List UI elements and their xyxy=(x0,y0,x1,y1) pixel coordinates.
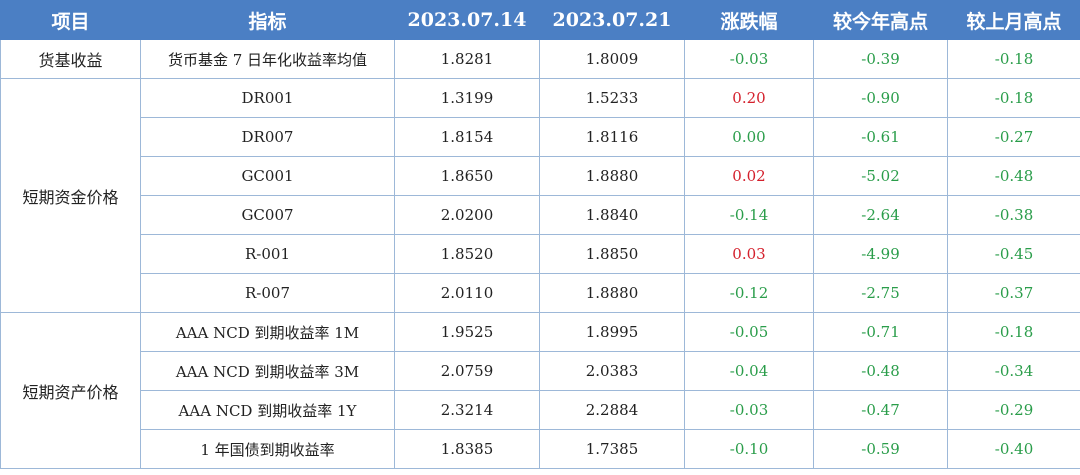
change-cell: -0.14 xyxy=(684,195,814,235)
value-date-1-cell: 1.8650 xyxy=(394,156,540,196)
table-row: DR007 1.8154 1.8116 0.00 -0.61 -0.27 xyxy=(1,117,1080,157)
table-row: 短期资金价格 DR001 1.3199 1.5233 0.20 -0.90 -0.18 xyxy=(0,78,1080,313)
table-row: 短期资产价格 AAA NCD 到期收益率 1M 1.9525 1.8995 -0.05-… xyxy=(0,312,1080,469)
value-date-2-cell: 2.2884 xyxy=(539,390,685,430)
vs-last-month-high-cell: -0.38 xyxy=(947,195,1080,235)
header-vs-last-month-high: 较上月高点 xyxy=(947,0,1080,40)
vs-last-month-high-cell: -0.37 xyxy=(947,273,1080,313)
indicator-cell: GC001 xyxy=(140,156,395,196)
value-date-2-cell: 2.0383 xyxy=(539,351,685,391)
vs-ytd-high-cell: -0.90 xyxy=(813,78,948,118)
vs-last-month-high-cell: -0.18 xyxy=(947,39,1080,79)
value-date-1-cell: 1.8520 xyxy=(394,234,540,274)
table-body: 货基收益 货币基金 7 日年化收益率均值 1.8281 1.8009 -0.03 -0.3… xyxy=(0,39,1080,469)
vs-ytd-high-cell: -2.64 xyxy=(813,195,948,235)
category-cell: 短期资产价格 xyxy=(0,312,141,469)
header-category: 项目 xyxy=(0,0,141,40)
indicator-cell: AAA NCD 到期收益率 3M xyxy=(140,351,395,391)
category-cell: 短期资金价格 xyxy=(0,78,141,313)
vs-ytd-high-cell: -4.99 xyxy=(813,234,948,274)
vs-last-month-high-cell: -0.45 xyxy=(947,234,1080,274)
table-row: 货基收益 货币基金 7 日年化收益率均值 1.8281 1.8009 -0.03 -0.3… xyxy=(0,39,1080,79)
indicator-cell: DR007 xyxy=(140,117,395,157)
header-vs-ytd-high: 较今年高点 xyxy=(813,0,948,40)
table-row: R-007 2.0110 1.8880 -0.12 -2.75 -0.37 xyxy=(1,273,1080,313)
change-cell: -0.03 xyxy=(684,390,814,430)
change-cell: -0.03 xyxy=(684,39,814,79)
vs-ytd-high-cell: -0.61 xyxy=(813,117,948,157)
header-change: 涨跌幅 xyxy=(684,0,814,40)
vs-last-month-high-cell: -0.18 xyxy=(947,78,1080,118)
value-date-1-cell: 1.3199 xyxy=(394,78,540,118)
indicator-cell: R-001 xyxy=(140,234,395,274)
value-date-2-cell: 1.8840 xyxy=(539,195,685,235)
value-date-2-cell: 1.8009 xyxy=(539,39,685,79)
indicator-cell: GC007 xyxy=(140,195,395,235)
indicator-cell: AAA NCD 到期收益率 1M xyxy=(140,312,395,352)
table-row: 1 年国债到期收益率 1.8385 1.7385 -0.10 -0.59 -0.40 xyxy=(1,429,1080,469)
table-row: GC001 1.8650 1.8880 0.02 -5.02 -0.48 xyxy=(1,156,1080,196)
change-cell: -0.04 xyxy=(684,351,814,391)
value-date-1-cell: 2.0200 xyxy=(394,195,540,235)
category-cell: 货基收益 xyxy=(0,39,141,79)
value-date-2-cell: 1.7385 xyxy=(539,429,685,469)
vs-last-month-high-cell: -0.18 xyxy=(947,312,1080,352)
vs-ytd-high-cell: -5.02 xyxy=(813,156,948,196)
value-date-1-cell: 1.8281 xyxy=(394,39,540,79)
change-cell: -0.12 xyxy=(684,273,814,313)
value-date-2-cell: 1.8116 xyxy=(539,117,685,157)
header-row: 项目 指标 2023.07.14 2023.07.21 涨跌幅 较今年高点 较上… xyxy=(0,0,1080,40)
change-cell: 0.20 xyxy=(684,78,814,118)
table-row: AAA NCD 到期收益率 3M 2.0759 2.0383 -0.04 -0.48 -0… xyxy=(1,351,1080,391)
value-date-2-cell: 1.8880 xyxy=(539,156,685,196)
change-cell: 0.02 xyxy=(684,156,814,196)
vs-last-month-high-cell: -0.40 xyxy=(947,429,1080,469)
vs-ytd-high-cell: -2.75 xyxy=(813,273,948,313)
value-date-1-cell: 1.8154 xyxy=(394,117,540,157)
change-cell: -0.05 xyxy=(684,312,814,352)
indicator-cell: R-007 xyxy=(140,273,395,313)
value-date-2-cell: 1.5233 xyxy=(539,78,685,118)
value-date-1-cell: 1.9525 xyxy=(394,312,540,352)
vs-ytd-high-cell: -0.71 xyxy=(813,312,948,352)
header-date-2: 2023.07.21 xyxy=(539,0,685,40)
vs-last-month-high-cell: -0.48 xyxy=(947,156,1080,196)
vs-ytd-high-cell: -0.47 xyxy=(813,390,948,430)
value-date-2-cell: 1.8880 xyxy=(539,273,685,313)
table-row: R-001 1.8520 1.8850 0.03 -4.99 -0.45 xyxy=(1,234,1080,274)
header-date-1: 2023.07.14 xyxy=(394,0,540,40)
table-row: AAA NCD 到期收益率 1Y 2.3214 2.2884 -0.03 -0.47 -0… xyxy=(1,390,1080,430)
value-date-2-cell: 1.8850 xyxy=(539,234,685,274)
value-date-1-cell: 2.0110 xyxy=(394,273,540,313)
indicator-cell: 1 年国债到期收益率 xyxy=(140,429,395,469)
vs-ytd-high-cell: -0.59 xyxy=(813,429,948,469)
value-date-2-cell: 1.8995 xyxy=(539,312,685,352)
vs-ytd-high-cell: -0.48 xyxy=(813,351,948,391)
indicator-cell: 货币基金 7 日年化收益率均值 xyxy=(140,39,395,79)
header-indicator: 指标 xyxy=(140,0,395,40)
vs-last-month-high-cell: -0.27 xyxy=(947,117,1080,157)
vs-ytd-high-cell: -0.39 xyxy=(813,39,948,79)
table-row: GC007 2.0200 1.8840 -0.14 -2.64 -0.38 xyxy=(1,195,1080,235)
vs-last-month-high-cell: -0.34 xyxy=(947,351,1080,391)
vs-last-month-high-cell: -0.29 xyxy=(947,390,1080,430)
indicator-cell: DR001 xyxy=(140,78,395,118)
value-date-1-cell: 2.3214 xyxy=(394,390,540,430)
change-cell: -0.10 xyxy=(684,429,814,469)
value-date-1-cell: 2.0759 xyxy=(394,351,540,391)
change-cell: 0.03 xyxy=(684,234,814,274)
value-date-1-cell: 1.8385 xyxy=(394,429,540,469)
indicator-cell: AAA NCD 到期收益率 1Y xyxy=(140,390,395,430)
change-cell: 0.00 xyxy=(684,117,814,157)
